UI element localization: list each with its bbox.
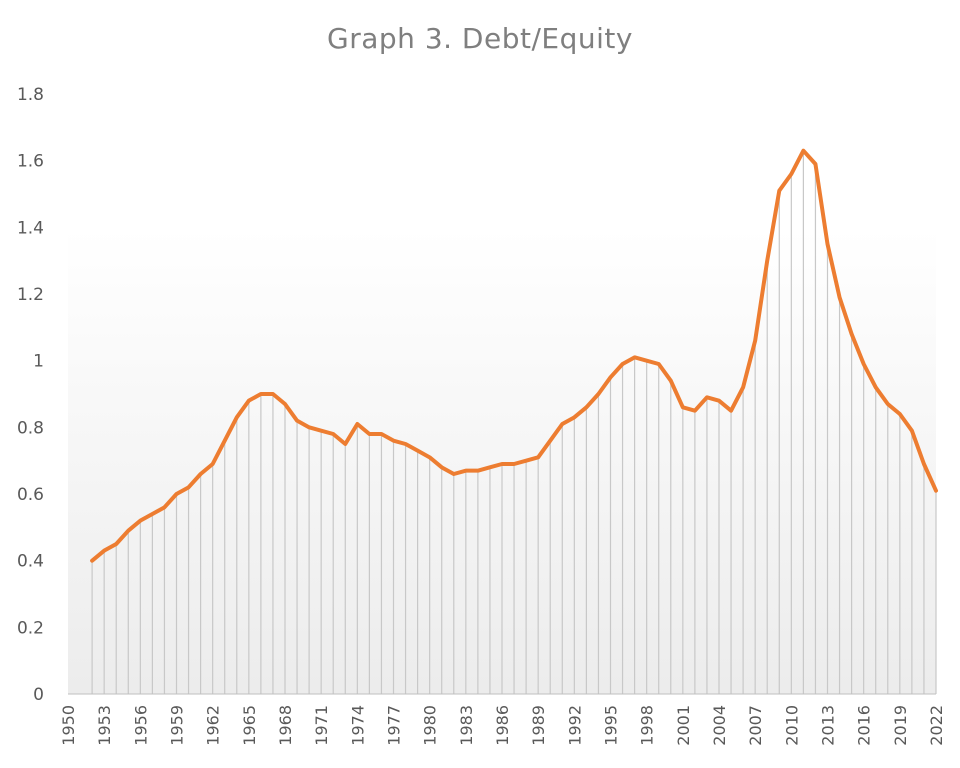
x-tick-label: 2001 [674, 705, 693, 746]
x-tick-label: 1986 [493, 705, 512, 746]
x-tick-label: 1998 [638, 705, 657, 746]
x-tick-label: 1968 [276, 705, 295, 746]
x-tick-label: 2013 [819, 705, 838, 746]
y-tick-label: 0 [33, 685, 44, 705]
x-tick-label: 1977 [385, 705, 404, 746]
y-tick-label: 0.6 [17, 485, 44, 505]
chart-title: Graph 3. Debt/Equity [327, 22, 633, 55]
x-tick-label: 1974 [348, 705, 367, 746]
x-tick-label: 1953 [95, 705, 114, 746]
x-tick-label: 2004 [710, 705, 729, 746]
x-tick-label: 1950 [59, 705, 78, 746]
y-tick-label: 1.6 [17, 152, 44, 172]
x-tick-label: 1965 [240, 705, 259, 746]
x-tick-label: 2022 [927, 705, 946, 746]
series-line-debt-equity [90, 148, 938, 563]
drop-lines [91, 150, 937, 694]
y-tick-label: 1 [33, 352, 44, 372]
y-tick-label: 0.4 [17, 552, 44, 572]
x-tick-label: 1995 [602, 705, 621, 746]
x-tick-label: 1956 [131, 705, 150, 746]
y-axis: 0 0.2 0.4 0.6 0.8 1 1.2 1.4 1.6 1.8 [17, 85, 44, 705]
x-tick-label: 2016 [855, 705, 874, 746]
y-tick-label: 0.2 [17, 618, 44, 638]
x-tick-label: 1989 [529, 705, 548, 746]
x-tick-label: 1971 [312, 705, 331, 746]
y-tick-label: 1.8 [17, 85, 44, 105]
x-tick-label: 2007 [746, 705, 765, 746]
x-tick-label: 1959 [168, 705, 187, 746]
x-tick-label: 1980 [421, 705, 440, 746]
x-tick-label: 1992 [565, 705, 584, 746]
x-axis: 1950 1953 1956 1959 1962 1965 1968 1971 1974 1977… [59, 705, 946, 746]
x-tick-label: 1962 [204, 705, 223, 746]
y-tick-label: 1.2 [17, 285, 44, 305]
x-tick-label: 1983 [457, 705, 476, 746]
x-tick-label: 2010 [782, 705, 801, 746]
y-tick-label: 0.8 [17, 418, 44, 438]
y-tick-label: 1.4 [17, 218, 44, 238]
x-tick-label: 2019 [891, 705, 910, 746]
